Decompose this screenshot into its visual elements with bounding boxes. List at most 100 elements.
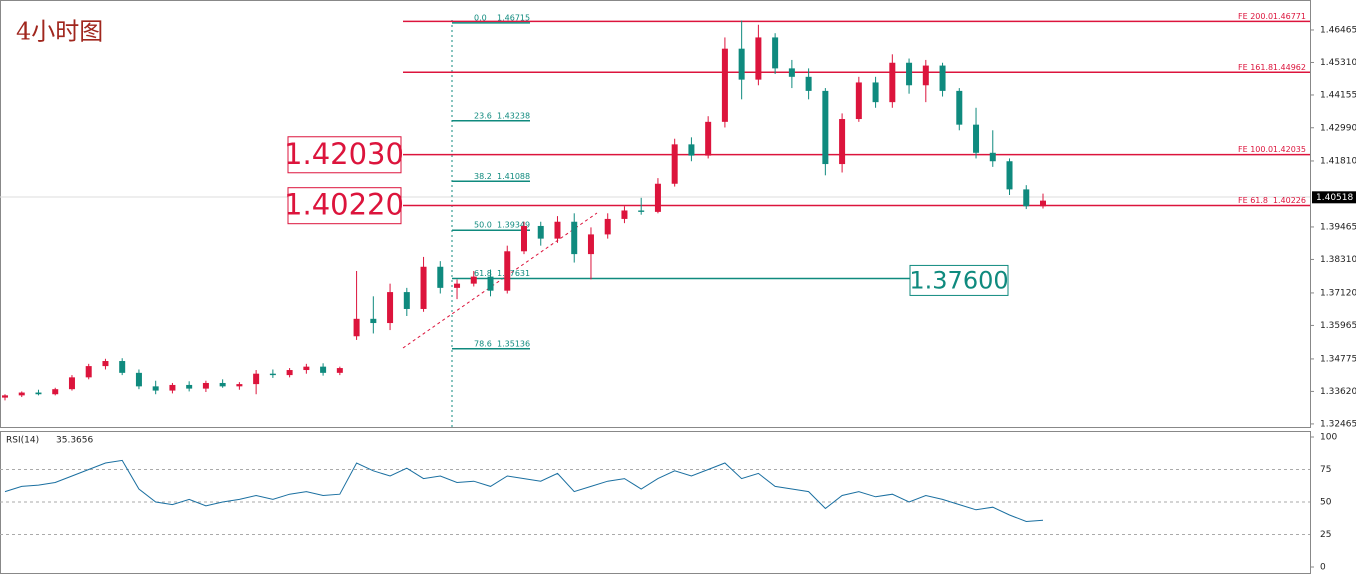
candle-body (839, 119, 846, 165)
candle-body (621, 210, 628, 219)
level-box-label: 1.42030 (284, 137, 404, 171)
y-tick-label: 1.34775 (1320, 354, 1356, 364)
candle-body (286, 370, 293, 376)
fe-price: 1.42035 (1273, 145, 1306, 154)
candle-body (805, 76, 812, 91)
price-tag-label: 1.40518 (1316, 193, 1353, 203)
candle-body (504, 251, 511, 291)
y-tick-label: 1.41810 (1320, 156, 1356, 166)
fib-level: 38.2 (474, 172, 492, 181)
candle-body (186, 384, 193, 389)
y-tick-label: 1.32465 (1320, 419, 1356, 429)
candle-body (772, 37, 779, 69)
fe-name: FE 161.8 (1238, 63, 1273, 72)
main-pane (0, 0, 1311, 428)
fib-price: 1.41088 (497, 172, 530, 181)
candle-body (1040, 200, 1046, 207)
rsi-last: 35.3656 (56, 436, 93, 446)
rsi-tick-label: 0 (1320, 563, 1326, 573)
candle-body (721, 48, 728, 122)
fib-level: 50.0 (474, 221, 492, 230)
fib-level: 23.6 (474, 111, 492, 120)
candle-body (152, 386, 159, 391)
level-box (287, 136, 402, 174)
candle-body (906, 62, 913, 86)
candle-body (989, 152, 996, 162)
y-tick-label: 1.46465 (1320, 25, 1356, 35)
candle-body (654, 183, 661, 212)
rsi-tick-label: 50 (1320, 498, 1332, 508)
candle-body (454, 283, 461, 288)
y-tick-label: 1.39465 (1320, 222, 1356, 232)
candle-body (336, 368, 343, 373)
candle-body (688, 144, 695, 156)
candle-body (68, 377, 75, 390)
candle-body (587, 234, 594, 255)
candle-body (671, 144, 678, 184)
candle-body (855, 82, 862, 120)
candle-body (269, 373, 276, 376)
fib-price: 1.43238 (497, 111, 530, 120)
fib-price: 1.37631 (497, 269, 530, 278)
candle-body (705, 121, 712, 156)
candle-body (939, 65, 946, 91)
candle-body (889, 62, 896, 103)
candle-body (521, 225, 527, 252)
candle-body (1023, 189, 1030, 207)
candle-body (956, 90, 963, 125)
level-box-label: 1.37600 (909, 266, 1008, 294)
candle-body (353, 318, 360, 337)
y-tick-label: 1.44155 (1320, 90, 1356, 100)
candle-body (370, 318, 377, 324)
candle-body (236, 384, 243, 387)
candle-body (18, 392, 25, 396)
candle-body (554, 221, 561, 239)
candle-body (119, 361, 126, 373)
chart-title: 4小时图 (16, 18, 103, 46)
rsi-tick-label: 100 (1320, 433, 1337, 443)
candle-body (387, 292, 394, 324)
level-box-label: 1.40220 (284, 188, 404, 222)
y-tick-label: 1.45310 (1320, 58, 1356, 68)
candle-body (35, 392, 42, 395)
candle-body (738, 48, 745, 80)
level-box (287, 187, 402, 225)
fe-price: 1.46771 (1273, 12, 1306, 21)
y-tick-label: 1.33620 (1320, 387, 1356, 397)
fib-price: 1.46715 (497, 13, 530, 22)
fe-price: 1.44962 (1273, 63, 1306, 72)
candle-body (2, 395, 8, 398)
candle-body (604, 218, 611, 235)
candle-body (403, 292, 410, 309)
candle-body (537, 225, 544, 239)
candle-body (437, 266, 444, 288)
fib-price: 1.39349 (497, 221, 530, 230)
candle-body (85, 366, 92, 378)
rsi-line (4, 459, 1044, 523)
y-tick-label: 1.42990 (1320, 123, 1356, 133)
y-tick-label: 1.35965 (1320, 321, 1356, 331)
fe-price: 1.40226 (1273, 196, 1306, 205)
candle-body (973, 124, 980, 153)
candle-body (253, 373, 260, 385)
fe-name: FE 200.0 (1238, 12, 1273, 21)
rsi-name: RSI(14) (6, 436, 39, 446)
fe-name: FE 61.8 (1238, 196, 1268, 205)
candle-body (1006, 161, 1013, 190)
fib-level: 78.6 (474, 339, 492, 348)
price-tag (1312, 191, 1356, 204)
candle-body (822, 90, 829, 165)
y-tick-label: 1.37120 (1320, 288, 1356, 298)
candle-body (303, 366, 310, 371)
candle-body (755, 37, 762, 80)
candle-body (420, 266, 427, 309)
candle-body (320, 366, 327, 373)
candle-body (872, 82, 879, 103)
rsi-tick-label: 75 (1320, 465, 1331, 475)
level-box (909, 264, 1009, 296)
candle-body (470, 276, 477, 284)
candle-body (102, 361, 109, 367)
fib-level: 61.8 (474, 269, 492, 278)
fib-level: 0.0 (474, 13, 487, 22)
